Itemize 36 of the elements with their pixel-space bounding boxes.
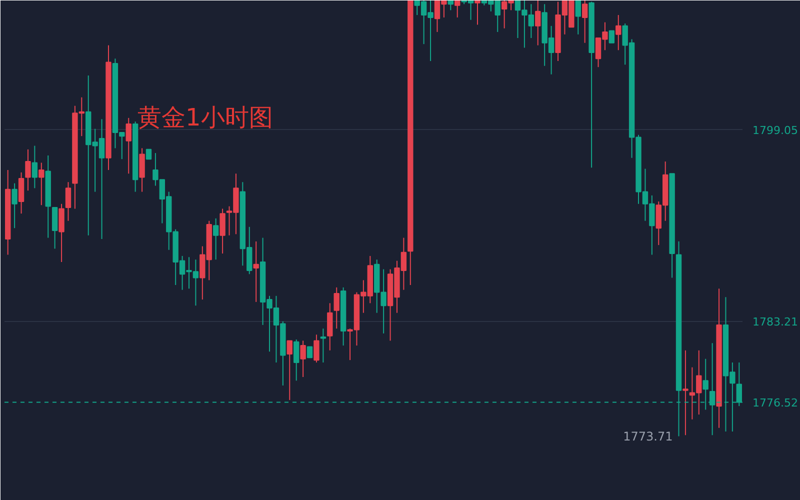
- candlestick: [300, 340, 306, 378]
- text: 黄金1小时图: [138, 104, 273, 132]
- candlestick: [306, 346, 313, 358]
- candlestick: [682, 350, 688, 436]
- candlestick: [327, 302, 333, 351]
- candlestick: [146, 148, 152, 160]
- candlestick: [334, 286, 340, 330]
- candlestick: [139, 148, 145, 192]
- candlestick: [253, 240, 259, 302]
- candlestick: [220, 208, 226, 254]
- y-tick-label: 1799.05: [752, 124, 798, 137]
- candlestick: [32, 145, 38, 189]
- candlestick: [286, 340, 292, 401]
- candlestick: [38, 162, 44, 206]
- candlestick: [314, 334, 320, 363]
- candlestick: [535, 0, 541, 46]
- ref-line-label: 1776.52: [752, 396, 798, 410]
- candlestick: [474, 0, 480, 26]
- candlestick: [320, 328, 326, 363]
- candlestick: [65, 182, 72, 222]
- candlestick: [52, 207, 58, 250]
- candlestick: [18, 172, 24, 214]
- candlestick: [582, 0, 588, 44]
- candlestick: [25, 148, 31, 192]
- candlestick: [608, 30, 615, 44]
- candlestick: [12, 182, 18, 229]
- candlestick: [212, 218, 219, 260]
- candlestick: [126, 117, 132, 174]
- candlestick: [293, 338, 300, 382]
- candlestick: [575, 0, 581, 35]
- candlestick: [58, 203, 64, 262]
- y-tick-label: 1783.21: [752, 316, 798, 329]
- candlestick: [616, 14, 622, 51]
- candlestick: [448, 0, 454, 11]
- annotation: 1773.71: [623, 430, 673, 444]
- candlestick: [454, 0, 460, 18]
